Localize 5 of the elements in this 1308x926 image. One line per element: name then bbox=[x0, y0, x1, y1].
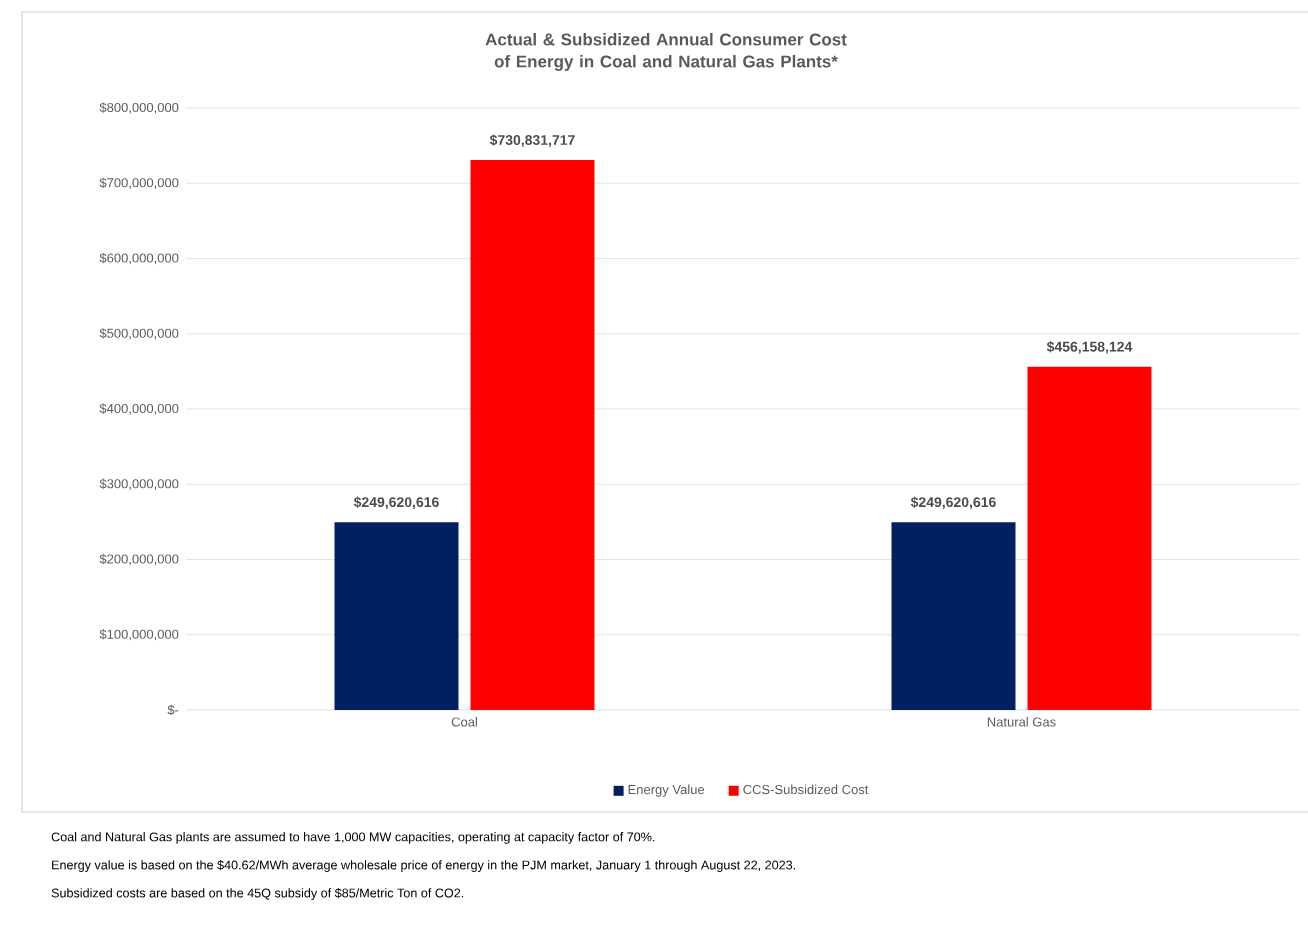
bar bbox=[334, 522, 459, 710]
chart-title: Actual & Subsidized Annual Consumer Cost of Energy in Coal and Natural Gas Plants* bbox=[485, 33, 847, 71]
bar bbox=[470, 160, 595, 710]
bar bbox=[1027, 366, 1152, 710]
bar bbox=[891, 522, 1016, 710]
